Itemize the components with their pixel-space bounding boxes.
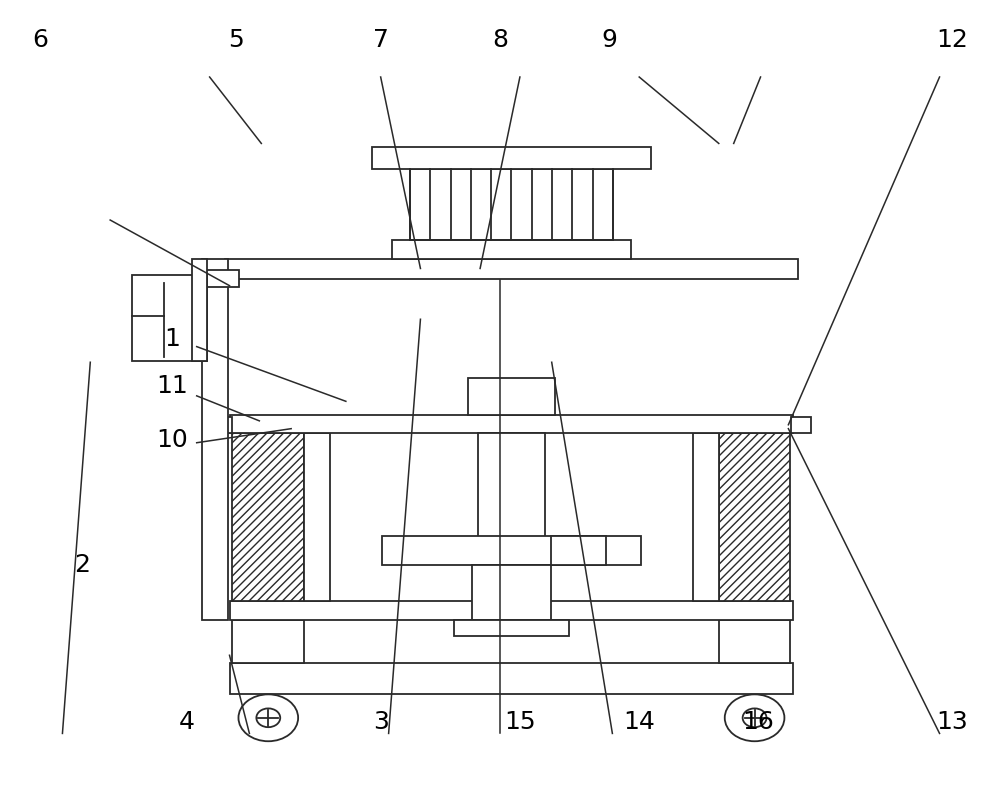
Bar [232,433,304,600]
Bar [478,433,545,600]
Circle shape [743,708,767,727]
Bar [212,417,232,433]
Text: 4: 4 [179,710,195,733]
Text: 2: 2 [74,553,90,578]
Bar [232,620,304,663]
Circle shape [725,694,784,741]
Text: 13: 13 [937,710,968,733]
Text: 15: 15 [504,710,536,733]
Bar [454,620,569,636]
Bar [137,283,165,316]
Bar [192,259,207,360]
Bar [132,275,207,360]
Circle shape [238,694,298,741]
Text: 12: 12 [937,28,968,52]
Text: 1: 1 [164,327,180,351]
Bar [719,433,790,600]
Text: 6: 6 [33,28,49,52]
Bar [230,416,793,433]
Bar [225,259,798,279]
Bar [392,239,631,259]
Bar [410,169,613,239]
Text: 3: 3 [373,710,389,733]
Bar [791,417,811,433]
Bar [230,663,793,694]
Text: 16: 16 [743,710,774,733]
Circle shape [256,708,280,727]
Bar [719,620,790,663]
Bar [693,433,719,600]
Text: 8: 8 [492,28,508,52]
Bar [382,536,641,565]
Bar [468,378,555,416]
Text: 10: 10 [156,428,188,453]
Bar [230,600,793,620]
Bar [163,317,199,357]
Bar [202,259,228,620]
Text: 5: 5 [229,28,244,52]
Bar [472,565,551,620]
Bar [304,433,330,600]
Text: 7: 7 [373,28,389,52]
Bar [551,536,606,565]
Text: 14: 14 [623,710,655,733]
Bar [202,270,239,287]
Text: 9: 9 [601,28,617,52]
Text: 11: 11 [156,374,188,397]
Bar [372,147,651,169]
